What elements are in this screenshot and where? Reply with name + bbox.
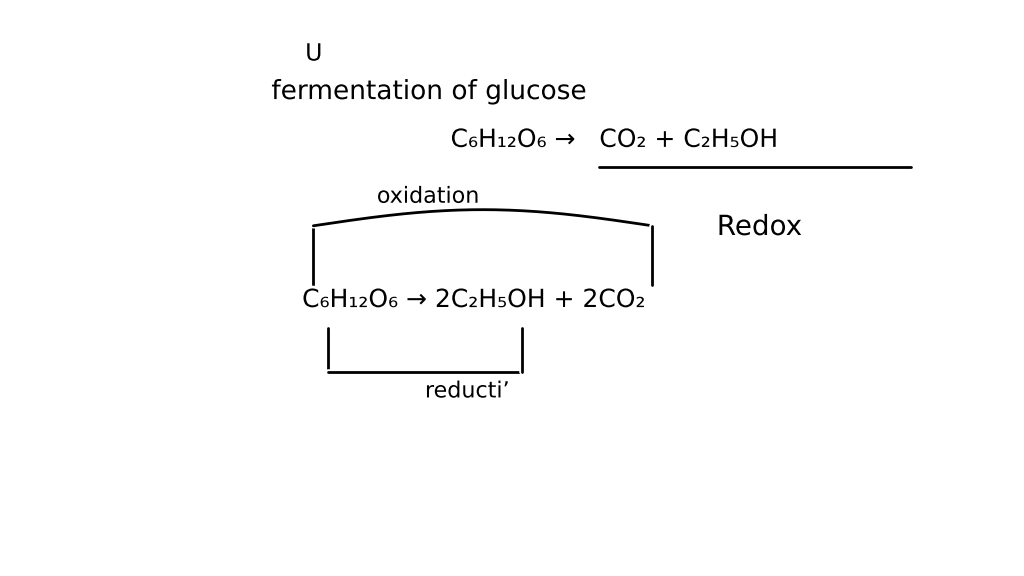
Text: oxidation: oxidation bbox=[377, 187, 479, 207]
Text: Redox: Redox bbox=[717, 213, 802, 241]
Text: U: U bbox=[305, 41, 323, 66]
Text: reducti’: reducti’ bbox=[425, 381, 510, 401]
Text: C₆H₁₂O₆ →   CO₂ + C₂H₅OH: C₆H₁₂O₆ → CO₂ + C₂H₅OH bbox=[451, 128, 778, 152]
Text: fermentation of glucose: fermentation of glucose bbox=[271, 79, 588, 105]
Text: C₆H₁₂O₆ → 2C₂H₅OH + 2CO₂: C₆H₁₂O₆ → 2C₂H₅OH + 2CO₂ bbox=[302, 288, 646, 312]
